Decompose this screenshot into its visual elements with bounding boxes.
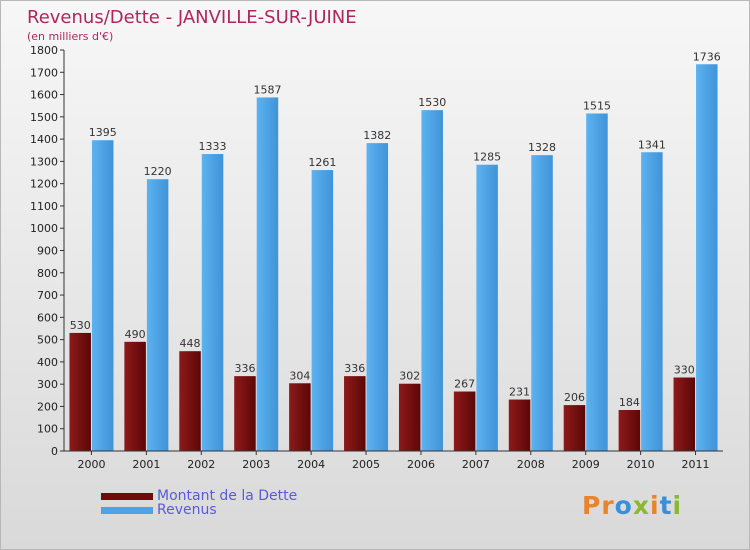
data-label-revenue: 1220 [144, 165, 172, 178]
data-label-debt: 304 [289, 369, 310, 382]
x-tick-label: 2003 [242, 458, 270, 471]
bar-revenue [366, 143, 389, 452]
data-label-revenue: 1382 [363, 129, 391, 142]
data-label-debt: 336 [234, 362, 255, 375]
data-label-revenue: 1341 [638, 138, 666, 151]
legend-label-revenue: Revenus [157, 502, 217, 518]
proxiti-logo: Proxiti [582, 491, 683, 520]
x-tick-label: 2004 [297, 458, 325, 471]
bar-debt [179, 351, 201, 451]
bar-debt [618, 410, 641, 451]
x-tick-label: 2008 [517, 458, 545, 471]
y-tick-label: 100 [37, 423, 58, 436]
data-label-revenue: 1261 [308, 156, 336, 169]
data-label-debt: 184 [619, 396, 640, 409]
bar-debt [673, 377, 696, 451]
x-tick-label: 2009 [572, 458, 600, 471]
bar-debt [398, 383, 421, 451]
bar-debt [563, 405, 586, 451]
y-tick-label: 1300 [30, 155, 58, 168]
data-label-revenue: 1395 [89, 126, 117, 139]
bar-revenue [476, 164, 498, 451]
data-label-revenue: 1587 [253, 83, 281, 96]
x-tick-label: 2010 [627, 458, 655, 471]
data-label-debt: 206 [564, 391, 585, 404]
bar-revenue [531, 155, 553, 451]
data-label-revenue: 1328 [528, 141, 556, 154]
bar-debt [508, 399, 531, 451]
data-label-debt: 231 [509, 386, 530, 399]
bar-debt [69, 332, 91, 451]
data-label-debt: 330 [674, 363, 695, 376]
x-tick-label: 2000 [77, 458, 105, 471]
chart-subtitle: (en milliers d'€) [27, 30, 114, 43]
x-tick-label: 2001 [132, 458, 160, 471]
y-tick-label: 1600 [30, 89, 58, 102]
data-label-revenue: 1736 [693, 50, 721, 63]
bar-debt [234, 376, 256, 451]
bar-revenue [421, 110, 443, 452]
y-tick-label: 500 [37, 334, 58, 347]
bar-debt [453, 391, 476, 451]
y-tick-label: 1700 [30, 66, 58, 79]
bar-revenue [256, 97, 279, 452]
x-tick-label: 2006 [407, 458, 435, 471]
y-tick-label: 800 [37, 267, 58, 280]
legend-label-debt: Montant de la Dette [157, 488, 298, 504]
bar-debt [289, 383, 311, 451]
bar-revenue [146, 179, 169, 451]
x-tick-label: 2011 [682, 458, 710, 471]
y-tick-label: 1800 [30, 44, 58, 57]
y-tick-label: 400 [37, 356, 58, 369]
x-tick-label: 2007 [462, 458, 490, 471]
y-tick-label: 1200 [30, 178, 58, 191]
data-label-debt: 336 [344, 362, 365, 375]
data-label-debt: 302 [399, 370, 420, 383]
y-tick-label: 1500 [30, 111, 58, 124]
y-tick-label: 1400 [30, 133, 58, 146]
bar-revenue [201, 154, 224, 451]
y-tick-label: 300 [37, 378, 58, 391]
x-tick-label: 2005 [352, 458, 380, 471]
bar-revenue [586, 113, 608, 451]
bar-revenue [311, 170, 334, 452]
y-tick-label: 200 [37, 400, 58, 413]
y-tick-label: 600 [37, 311, 58, 324]
bar-revenue [696, 64, 718, 451]
legend-item-revenue: Revenus [101, 502, 217, 518]
y-tick-label: 1000 [30, 222, 58, 235]
legend-item-debt: Montant de la Dette [101, 488, 298, 504]
bar-debt [124, 341, 146, 451]
y-tick-label: 0 [51, 445, 58, 458]
legend-swatch-revenue [101, 506, 153, 514]
bar-debt [344, 376, 366, 451]
data-label-debt: 490 [125, 328, 146, 341]
data-label-debt: 267 [454, 378, 475, 391]
data-label-debt: 530 [70, 319, 91, 332]
y-tick-label: 700 [37, 289, 58, 302]
y-tick-label: 900 [37, 245, 58, 258]
bar-revenue [641, 152, 663, 451]
data-label-revenue: 1515 [583, 99, 611, 112]
data-label-debt: 448 [180, 337, 201, 350]
x-tick-label: 2002 [187, 458, 215, 471]
bar-revenue [91, 140, 114, 451]
data-label-revenue: 1333 [199, 140, 227, 153]
data-label-revenue: 1530 [418, 96, 446, 109]
data-label-revenue: 1285 [473, 151, 501, 164]
chart-title: Revenus/Dette - JANVILLE-SUR-JUINE [27, 7, 357, 28]
legend-swatch-debt [101, 492, 153, 500]
y-tick-label: 1100 [30, 200, 58, 213]
